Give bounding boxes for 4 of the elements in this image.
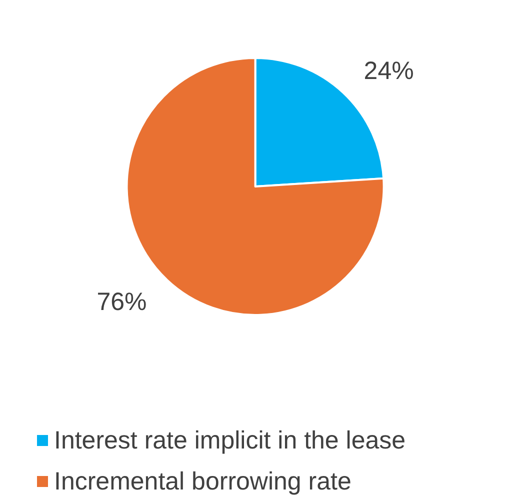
legend-label: Incremental borrowing rate [54,468,352,496]
legend-label: Interest rate implicit in the lease [54,426,406,454]
data-label: 76% [96,288,147,316]
data-label: 24% [364,56,414,85]
